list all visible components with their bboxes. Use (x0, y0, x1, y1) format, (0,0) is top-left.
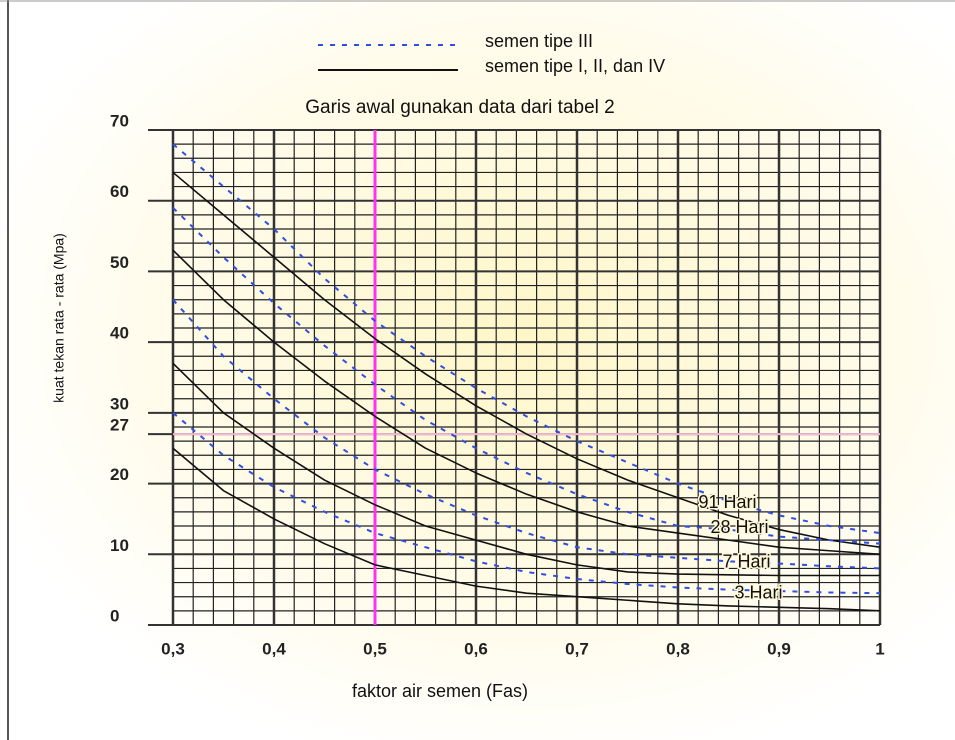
x-tick-label: 0,9 (767, 639, 791, 658)
y-tick-label: 0 (110, 606, 119, 625)
y-tick-label: 60 (110, 182, 129, 201)
x-tick-label: 0,3 (161, 639, 185, 658)
curve-label: 91 Hari (699, 492, 757, 512)
y-tick-label: 50 (110, 253, 129, 272)
y-tick-label: 30 (110, 394, 129, 413)
y-tick-label: 20 (110, 465, 129, 484)
curve-label: 7 Hari (723, 552, 771, 572)
y-tick-label: 27 (110, 416, 129, 435)
curve-label: 28 Hari (711, 517, 769, 537)
legend-label: semen tipe I, II, dan IV (485, 56, 665, 76)
x-tick-label: 0,4 (262, 639, 286, 658)
chart: 91 Hari 28 Hari 7 Hari 3 Hari Garis awal gu… (0, 0, 955, 740)
x-axis-label: faktor air semen (Fas) (352, 681, 528, 701)
y-axis-label: kuat tekan rata - rata (Mpa) (51, 233, 67, 403)
x-tick-label: 1 (875, 639, 884, 658)
y-tick-label: 40 (110, 324, 129, 343)
y-tick-label: 10 (110, 536, 129, 555)
x-tick-label: 0,6 (464, 639, 488, 658)
x-tick-label: 0,7 (565, 639, 589, 658)
y-tick-label: 70 (110, 111, 129, 130)
x-tick-label: 0,5 (363, 639, 387, 658)
x-tick-label: 0,8 (666, 639, 690, 658)
legend-label: semen tipe III (485, 31, 593, 51)
chart-title: Garis awal gunakan data dari tabel 2 (305, 97, 614, 118)
curve-label: 3 Hari (735, 583, 783, 603)
